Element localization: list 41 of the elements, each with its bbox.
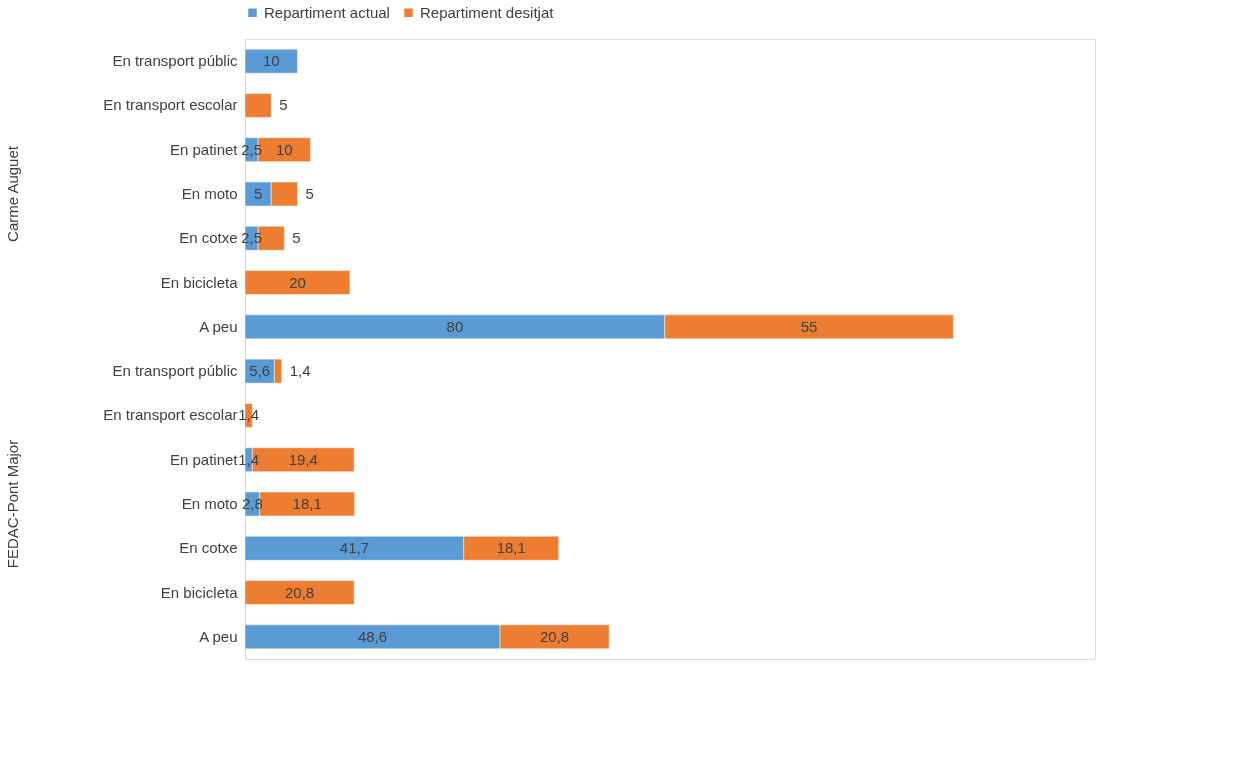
data-label: 10 — [262, 52, 280, 70]
bar — [244, 270, 351, 295]
data-label: 48,6 — [357, 627, 388, 645]
data-label: 80 — [446, 317, 464, 335]
data-label: 18,1 — [496, 539, 526, 557]
data-label: 18,1 — [292, 495, 322, 512]
data-label: 20,8 — [284, 583, 315, 601]
legend-label: Repartiment actual — [264, 3, 390, 21]
y-tick-label: En transport públic — [112, 52, 238, 70]
bar — [244, 93, 272, 118]
y-tick-label: En bicicleta — [160, 273, 239, 291]
y-tick-label: En moto — [181, 185, 238, 202]
y-tick-label: En bicicleta — [160, 583, 239, 601]
bar — [244, 580, 355, 605]
y-tick-label: En cotxe — [179, 229, 238, 247]
bar — [244, 48, 298, 74]
data-label: 41,7 — [339, 539, 369, 557]
data-label: 55 — [800, 317, 818, 335]
data-label: 20 — [289, 273, 306, 291]
y-tick-label: En transport escolar — [103, 96, 238, 114]
y-tick-label: A peu — [199, 317, 238, 335]
text: Carme Auguet — [4, 145, 21, 242]
data-label: 1,4 — [289, 362, 311, 380]
y-tick-label: En transport públic — [112, 362, 238, 380]
data-label: 19,4 — [288, 450, 318, 468]
data-label: 1,4 — [238, 450, 260, 468]
text: FEDAC-Pont Major — [4, 439, 21, 569]
data-label: 5 — [305, 185, 314, 202]
y-tick-label: A peu — [199, 627, 238, 645]
y-tick-label: En transport escolar — [103, 406, 238, 424]
data-label: 5,6 — [249, 362, 271, 380]
data-label: 5 — [253, 185, 263, 202]
data-label: 10 — [276, 140, 293, 158]
y-tick-label: En patinet — [169, 450, 239, 468]
legend-label: Repartiment desitjat — [420, 3, 555, 21]
y-tick-label: En cotxe — [179, 539, 238, 557]
data-label: 5 — [279, 96, 288, 114]
data-label: 20,8 — [539, 627, 570, 645]
y-tick-label: En patinet — [169, 140, 239, 158]
data-label: 5 — [292, 229, 301, 247]
y-tick-label: En moto — [181, 495, 238, 512]
